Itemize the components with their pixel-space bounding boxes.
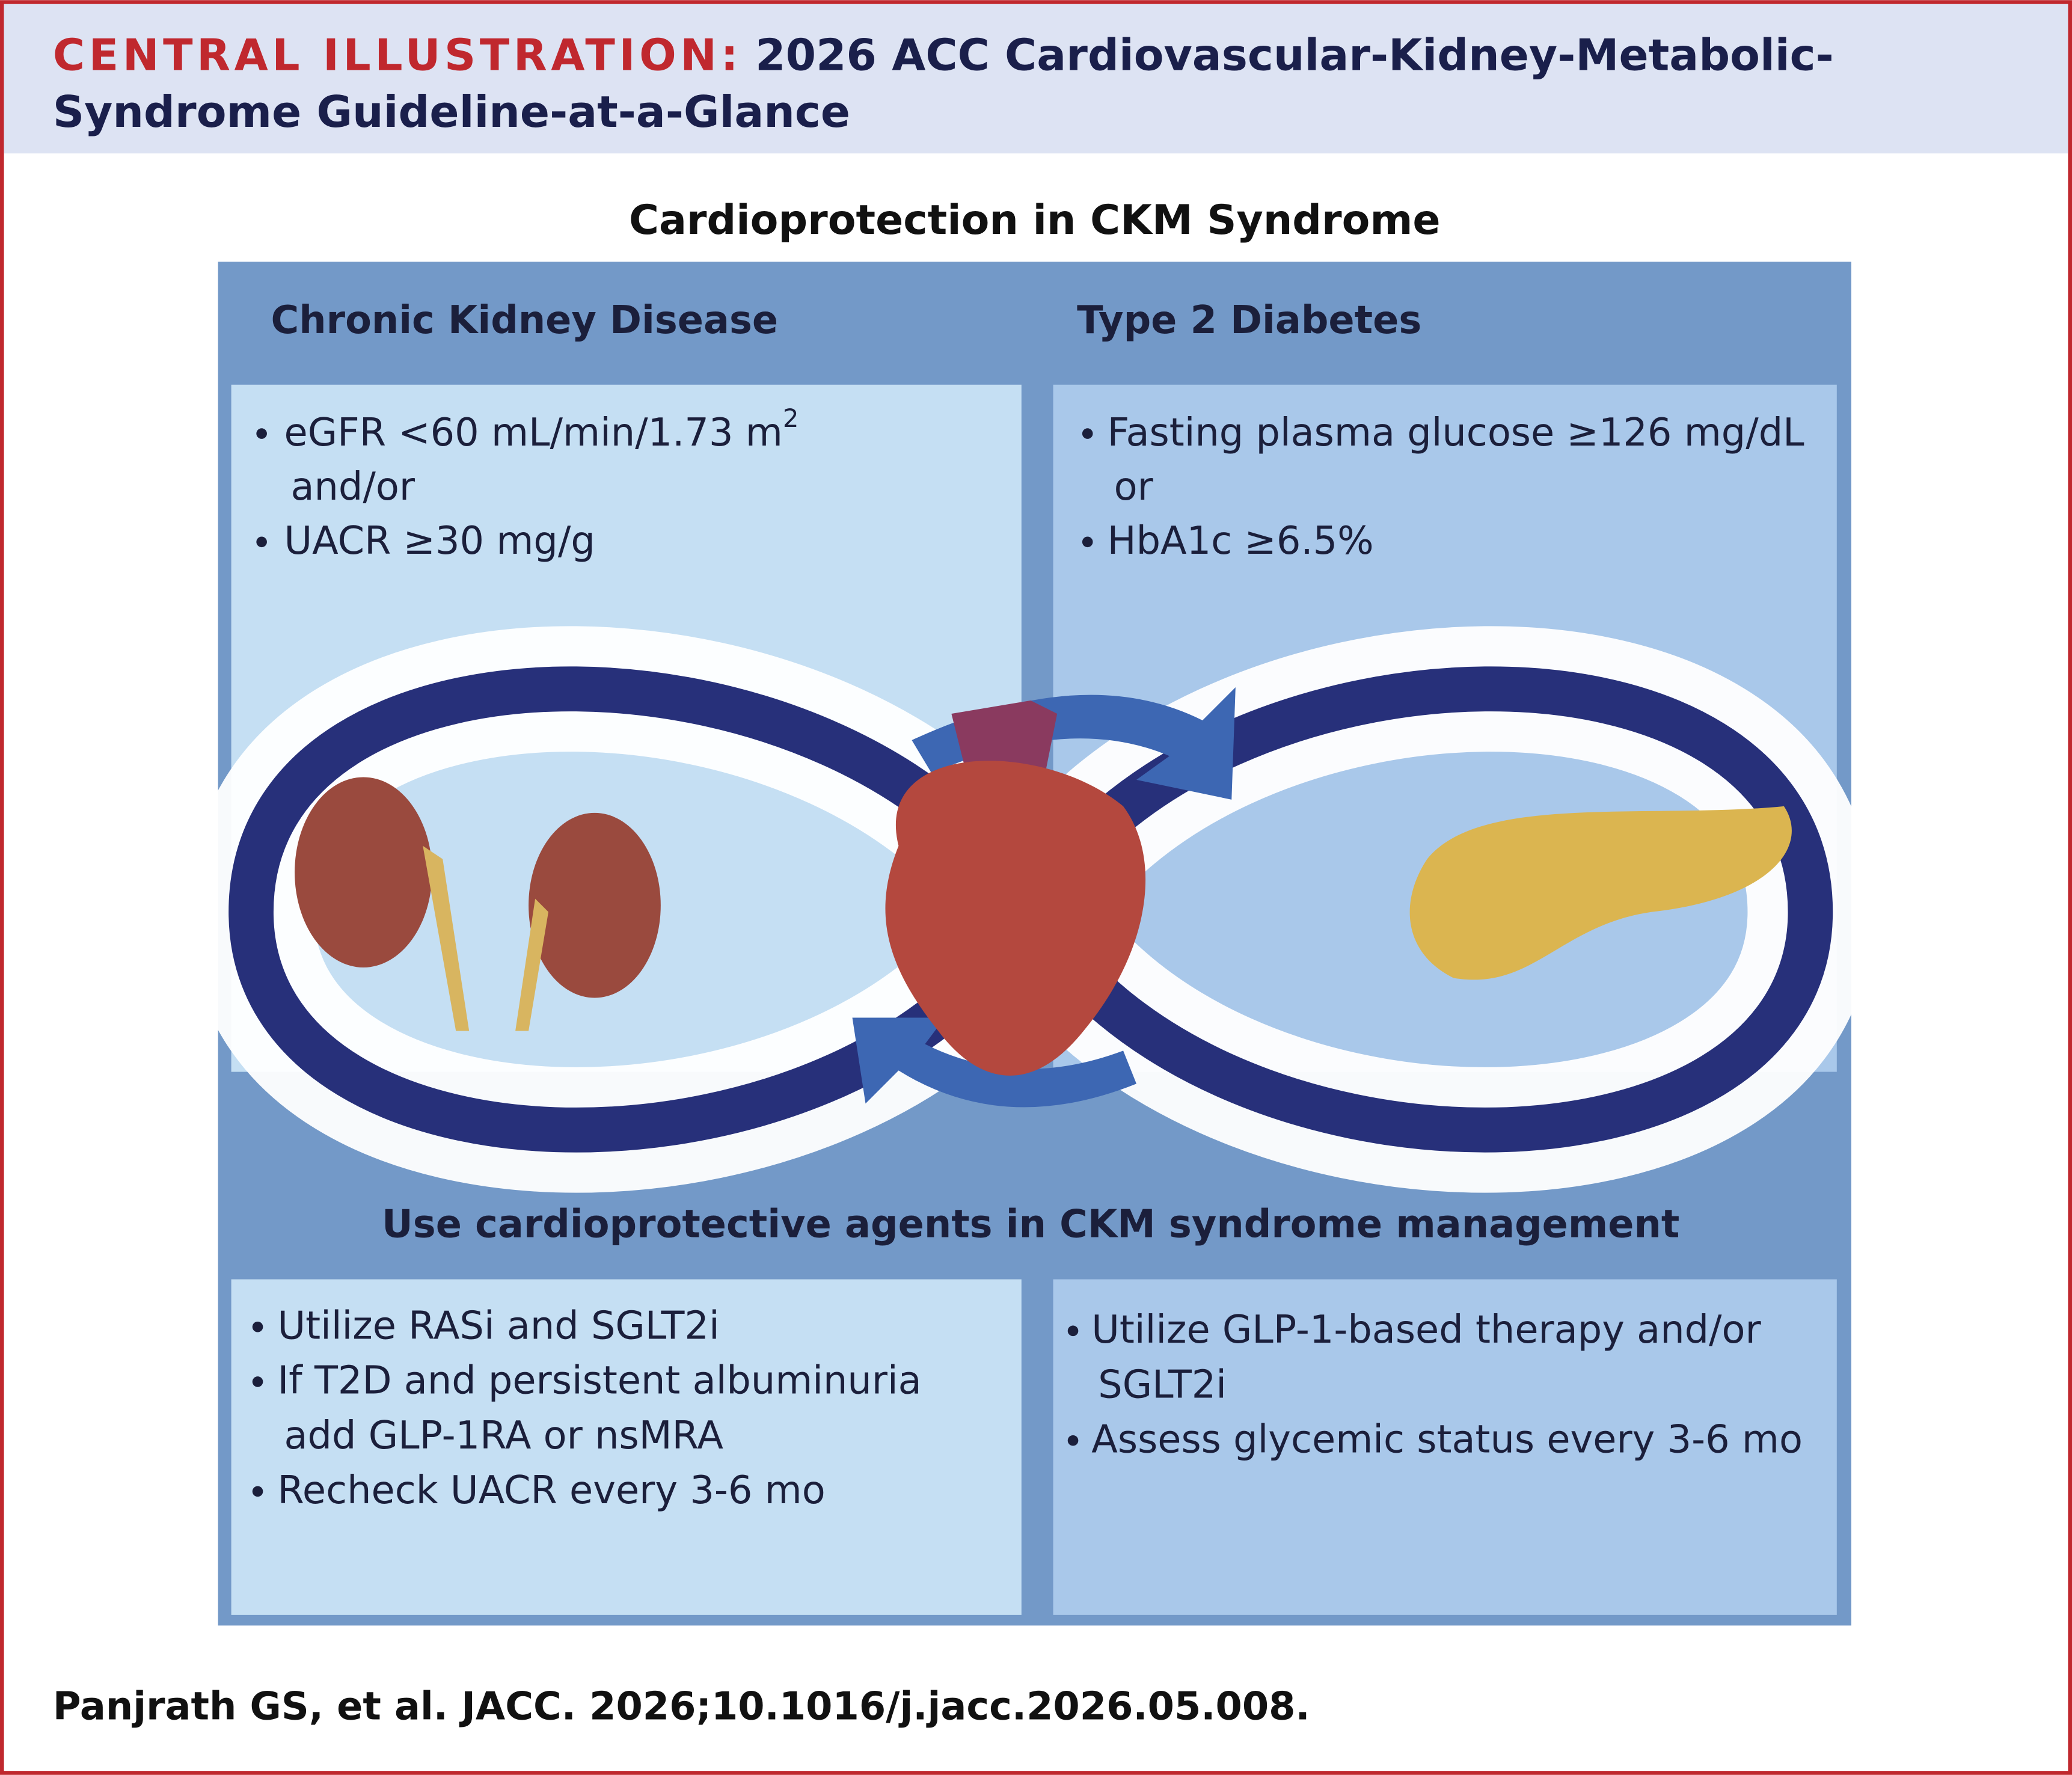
header-band	[4, 4, 2068, 154]
item-text: Fasting plasma glucose ≥126 mg/dL	[1108, 411, 1804, 455]
list-item: SGLT2i	[1098, 1363, 1227, 1407]
list-item: HbA1c ≥6.5%	[1108, 519, 1374, 563]
ureter	[423, 845, 549, 1031]
panel	[1053, 1279, 1837, 1615]
kidney	[529, 812, 661, 998]
item-text: or	[1114, 465, 1154, 509]
item-text: Assess glycemic status every 3-6 mo	[1091, 1418, 1803, 1462]
list-item: or	[1114, 465, 1154, 509]
heart	[885, 761, 1146, 1076]
header-title: 2026 ACC Cardiovascular-Kidney-Metabolic…	[755, 31, 1834, 81]
superscript: 2	[783, 403, 799, 433]
item-text: SGLT2i	[1098, 1363, 1227, 1407]
pancreas	[1409, 806, 1792, 980]
panel	[231, 1279, 1022, 1615]
item-text: UACR ≥30 mg/g	[284, 519, 595, 563]
panel-heading: Type 2 Diabetes	[1077, 298, 1421, 343]
section-heading: Use cardioprotective agents in CKM syndr…	[382, 1202, 1679, 1246]
list-item: Recheck UACR every 3-6 mo	[278, 1468, 826, 1513]
list-item: Utilize RASi and SGLT2i	[278, 1304, 720, 1349]
bullet	[256, 428, 267, 439]
bullet	[1067, 1435, 1079, 1446]
item-text: If T2D and persistent albuminuria	[278, 1359, 922, 1403]
bullet	[1067, 1325, 1079, 1337]
item-text: add GLP-1RA or nsMRA	[284, 1414, 724, 1458]
list-item: If T2D and persistent albuminuria	[278, 1359, 922, 1403]
list-item: Fasting plasma glucose ≥126 mg/dL	[1108, 411, 1804, 455]
header-label: CENTRAL ILLUSTRATION:	[53, 31, 742, 81]
header-title: Syndrome Guideline-at-a-Glance	[53, 87, 850, 138]
subtitle: Cardioprotection in CKM Syndrome	[629, 197, 1441, 244]
panel-heading: Chronic Kidney Disease	[271, 298, 779, 343]
item-text: HbA1c ≥6.5%	[1108, 519, 1374, 563]
list-item: add GLP-1RA or nsMRA	[284, 1414, 724, 1458]
item-text: Utilize RASi and SGLT2i	[278, 1304, 720, 1349]
list-item: UACR ≥30 mg/g	[284, 519, 595, 563]
bullet	[256, 536, 267, 548]
bullet	[1082, 536, 1093, 548]
item-text: Utilize GLP-1-based therapy and/or	[1091, 1308, 1761, 1352]
list-item: Assess glycemic status every 3-6 mo	[1091, 1418, 1803, 1462]
item-text: and/or	[290, 465, 415, 509]
lists: eGFR <60 mL/min/1.73 m2 and/or UACR ≥30 mg…	[252, 403, 1804, 1513]
bullet	[1082, 428, 1093, 439]
illustration	[188, 626, 1874, 1193]
bullet	[252, 1376, 263, 1387]
list-item: eGFR <60 mL/min/1.73 m2	[284, 403, 799, 455]
bullet	[252, 1321, 263, 1332]
list-item: and/or	[290, 465, 415, 509]
arrow	[852, 1017, 1137, 1108]
bullet	[252, 1486, 263, 1497]
citation: Panjrath GS, et al. JACC. 2026;10.1016/j…	[53, 1684, 1310, 1729]
item-text: eGFR <60 mL/min/1.73 m	[284, 411, 783, 455]
header: CENTRAL ILLUSTRATION: 2026 ACC Cardiovasc…	[53, 31, 1834, 81]
item-text: Recheck UACR every 3-6 mo	[278, 1468, 826, 1513]
list-item: Utilize GLP-1-based therapy and/or	[1091, 1308, 1761, 1352]
kidney	[295, 777, 432, 967]
